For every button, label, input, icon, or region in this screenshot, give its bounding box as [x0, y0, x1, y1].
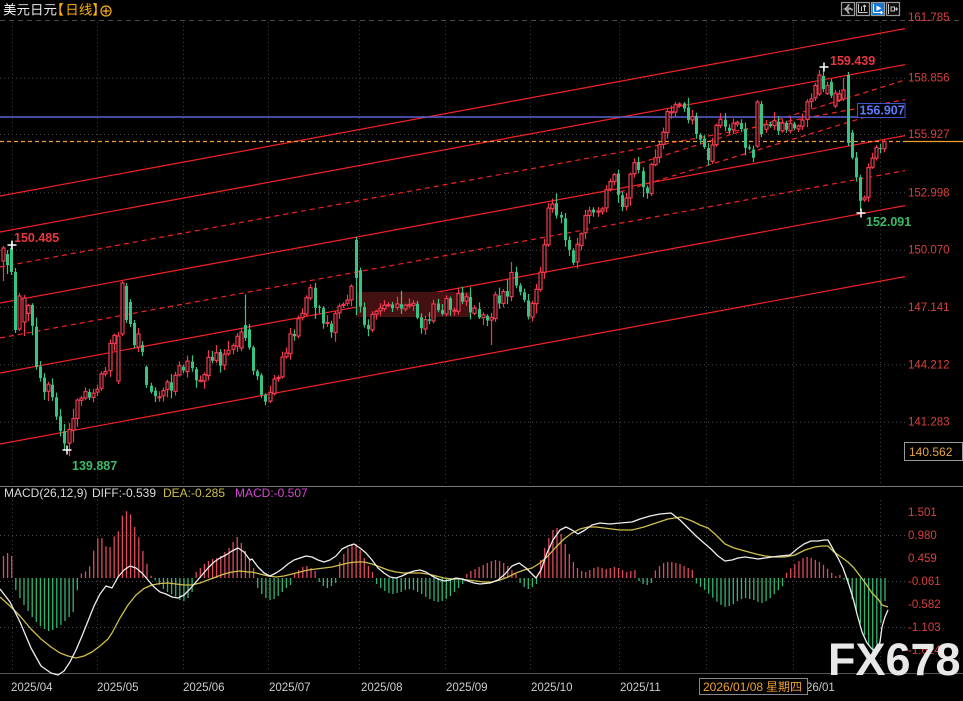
svg-text:159.439: 159.439: [830, 54, 875, 68]
svg-text:1.501: 1.501: [908, 507, 937, 519]
svg-text:161.785: 161.785: [908, 12, 950, 24]
svg-text:150.070: 150.070: [908, 245, 950, 257]
svg-text:2025/09: 2025/09: [446, 682, 488, 694]
svg-text:147.141: 147.141: [908, 302, 950, 314]
svg-text:158.856: 158.856: [908, 73, 950, 85]
svg-text:2025/08: 2025/08: [361, 682, 403, 694]
svg-text:-0.582: -0.582: [908, 599, 941, 611]
svg-text:2025/07: 2025/07: [269, 682, 311, 694]
svg-text:0.980: 0.980: [908, 530, 937, 542]
svg-text:FX678: FX678: [828, 634, 961, 685]
svg-text:-1.624: -1.624: [908, 645, 941, 657]
svg-text:2025/11: 2025/11: [620, 682, 661, 694]
svg-text:152.091: 152.091: [866, 215, 911, 229]
svg-text:-1.103: -1.103: [908, 622, 941, 634]
svg-text:2025/04: 2025/04: [11, 682, 53, 694]
svg-text:139.887: 139.887: [72, 459, 117, 473]
svg-text:140.562: 140.562: [909, 445, 953, 459]
svg-text:152.998: 152.998: [908, 187, 950, 199]
svg-text:2025/10: 2025/10: [531, 682, 573, 694]
svg-text:DEA:-0.285: DEA:-0.285: [163, 486, 225, 500]
svg-text:MACD(26,12,9): MACD(26,12,9): [4, 486, 87, 500]
svg-text:DIFF:-0.539: DIFF:-0.539: [92, 486, 156, 500]
svg-text:141.283: 141.283: [908, 417, 950, 429]
svg-text:0.459: 0.459: [908, 553, 937, 565]
svg-text:2025/06: 2025/06: [183, 682, 225, 694]
svg-text:2025/05: 2025/05: [97, 682, 139, 694]
svg-text:2026/01/08: 2026/01/08: [703, 680, 763, 694]
svg-text:150.485: 150.485: [14, 231, 59, 245]
svg-text:155.927: 155.927: [908, 129, 950, 141]
svg-text:-0.061: -0.061: [908, 576, 941, 588]
svg-text:156.907: 156.907: [860, 104, 905, 118]
svg-text:26/01: 26/01: [806, 682, 835, 694]
svg-text:144.212: 144.212: [908, 359, 950, 371]
svg-text:MACD:-0.507: MACD:-0.507: [235, 486, 308, 500]
